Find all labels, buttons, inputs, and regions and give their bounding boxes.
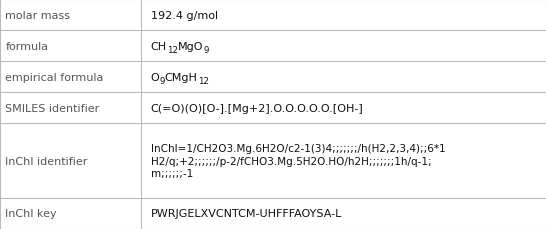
Text: 9: 9 xyxy=(203,46,209,55)
Text: 12: 12 xyxy=(198,77,209,86)
Text: PWRJGELXVCNTCM-UHFFFAOYSA-L: PWRJGELXVCNTCM-UHFFFAOYSA-L xyxy=(151,209,342,218)
Text: CH: CH xyxy=(151,41,167,51)
Text: C(=O)(O)[O-].[Mg+2].O.O.O.O.O.[OH-]: C(=O)(O)[O-].[Mg+2].O.O.O.O.O.[OH-] xyxy=(151,103,364,113)
Text: molar mass: molar mass xyxy=(5,11,70,20)
Text: O: O xyxy=(151,72,159,82)
Text: 9: 9 xyxy=(159,77,165,86)
Text: 12: 12 xyxy=(167,46,178,55)
Text: InChI key: InChI key xyxy=(5,209,57,218)
Text: InChI identifier: InChI identifier xyxy=(5,156,88,166)
Text: 192.4 g/mol: 192.4 g/mol xyxy=(151,11,218,20)
Text: InChI=1/CH2O3.Mg.6H2O/c2-1(3)4;;;;;;;/h(H2,2,3,4);;6*1
H2/q;+2;;;;;;/p-2/fCHO3.M: InChI=1/CH2O3.Mg.6H2O/c2-1(3)4;;;;;;;/h(… xyxy=(151,143,446,179)
Text: SMILES identifier: SMILES identifier xyxy=(5,103,100,113)
Text: empirical formula: empirical formula xyxy=(5,72,104,82)
Text: formula: formula xyxy=(5,41,49,51)
Text: CMgH: CMgH xyxy=(165,72,198,82)
Text: MgO: MgO xyxy=(178,41,203,51)
